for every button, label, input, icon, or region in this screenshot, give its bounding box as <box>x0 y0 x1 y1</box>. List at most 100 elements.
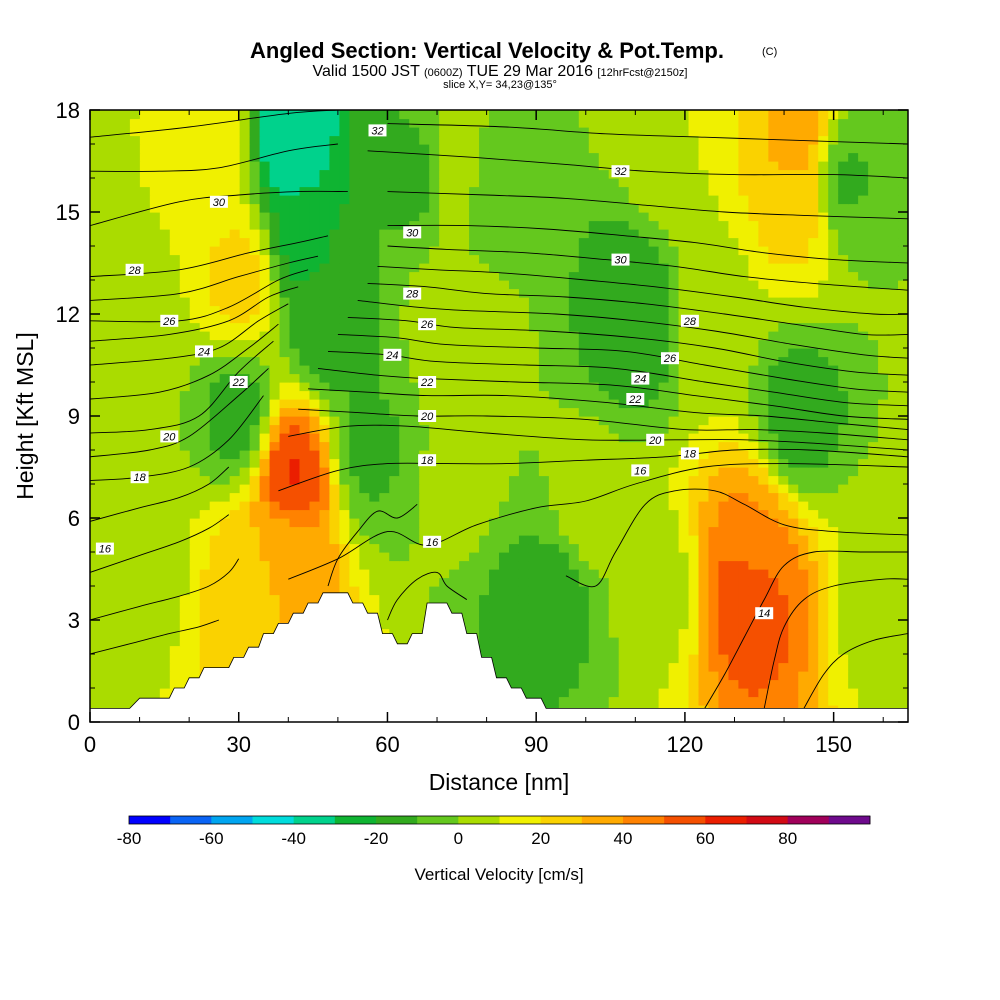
velocity-cell <box>379 399 390 409</box>
velocity-cell <box>369 424 380 434</box>
velocity-cell <box>99 322 111 332</box>
velocity-cell <box>808 373 819 383</box>
velocity-cell <box>638 407 650 417</box>
velocity-cell <box>728 263 740 273</box>
velocity-cell <box>728 339 740 349</box>
velocity-cell <box>469 288 480 298</box>
velocity-cell <box>838 671 849 681</box>
velocity-cell <box>878 654 889 664</box>
velocity-cell <box>638 416 650 426</box>
velocity-cell <box>798 509 809 519</box>
velocity-cell <box>688 679 700 689</box>
velocity-cell <box>848 314 859 324</box>
velocity-cell <box>708 246 720 256</box>
velocity-cell <box>349 492 360 502</box>
velocity-cell <box>189 484 201 494</box>
velocity-cell <box>718 339 730 349</box>
velocity-cell <box>439 348 450 358</box>
velocity-cell <box>169 594 181 604</box>
velocity-cell <box>159 594 171 604</box>
velocity-cell <box>229 441 241 451</box>
velocity-cell <box>289 535 301 545</box>
velocity-cell <box>778 373 789 383</box>
velocity-cell <box>159 246 171 256</box>
velocity-cell <box>668 314 680 324</box>
velocity-cell <box>708 526 720 536</box>
velocity-cell <box>229 297 241 307</box>
velocity-cell <box>499 560 510 570</box>
velocity-cell <box>528 322 540 332</box>
velocity-cell <box>738 237 749 247</box>
velocity-cell <box>508 518 520 528</box>
velocity-cell <box>99 348 111 358</box>
velocity-cell <box>728 433 740 443</box>
velocity-cell <box>249 254 261 264</box>
velocity-cell <box>708 382 720 392</box>
velocity-cell <box>648 339 660 349</box>
velocity-cell <box>748 271 759 281</box>
velocity-cell <box>828 569 839 579</box>
velocity-cell <box>219 603 231 613</box>
velocity-cell <box>898 441 908 451</box>
velocity-cell <box>439 407 450 417</box>
velocity-cell <box>718 645 730 655</box>
velocity-cell <box>848 365 859 375</box>
velocity-cell <box>668 569 680 579</box>
velocity-cell <box>90 297 101 307</box>
velocity-cell <box>259 416 271 426</box>
velocity-cell <box>179 611 191 621</box>
velocity-cell <box>459 552 470 562</box>
velocity-cell <box>229 645 241 655</box>
velocity-cell <box>608 322 620 332</box>
velocity-cell <box>109 577 121 587</box>
velocity-cell <box>369 577 380 587</box>
velocity-cell <box>419 280 430 290</box>
velocity-cell <box>718 518 730 528</box>
velocity-cell <box>319 237 331 247</box>
velocity-cell <box>858 356 869 366</box>
velocity-cell <box>90 628 101 638</box>
velocity-cell <box>658 662 670 672</box>
velocity-cell <box>209 305 221 315</box>
velocity-cell <box>548 560 560 570</box>
velocity-cell <box>508 237 520 247</box>
velocity-cell <box>728 254 740 264</box>
velocity-cell <box>638 331 650 341</box>
velocity-cell <box>828 526 839 536</box>
velocity-cell <box>369 356 380 366</box>
velocity-cell <box>548 458 560 468</box>
velocity-cell <box>329 424 340 434</box>
velocity-cell <box>648 288 660 298</box>
velocity-cell <box>249 433 261 443</box>
velocity-cell <box>648 679 660 689</box>
velocity-cell <box>299 305 311 315</box>
velocity-cell <box>858 535 869 545</box>
velocity-cell <box>748 611 759 621</box>
velocity-cell <box>479 458 490 468</box>
velocity-cell <box>269 365 281 375</box>
velocity-cell <box>788 297 799 307</box>
velocity-cell <box>429 526 440 536</box>
velocity-cell <box>868 475 879 485</box>
velocity-cell <box>798 373 809 383</box>
velocity-cell <box>349 569 360 579</box>
velocity-cell <box>698 543 710 553</box>
velocity-cell <box>299 552 311 562</box>
velocity-cell <box>888 501 899 511</box>
velocity-cell <box>449 433 460 443</box>
velocity-cell <box>818 322 829 332</box>
velocity-cell <box>898 688 908 698</box>
velocity-cell <box>728 365 740 375</box>
velocity-cell <box>768 509 779 519</box>
velocity-cell <box>119 322 131 332</box>
velocity-cell <box>129 688 141 698</box>
velocity-cell <box>369 229 380 239</box>
velocity-cell <box>678 586 690 596</box>
velocity-cell <box>119 552 131 562</box>
velocity-cell <box>548 628 560 638</box>
velocity-cell <box>469 424 480 434</box>
velocity-cell <box>179 492 191 502</box>
velocity-cell <box>319 526 331 536</box>
velocity-cell <box>588 407 600 417</box>
velocity-cell <box>548 654 560 664</box>
